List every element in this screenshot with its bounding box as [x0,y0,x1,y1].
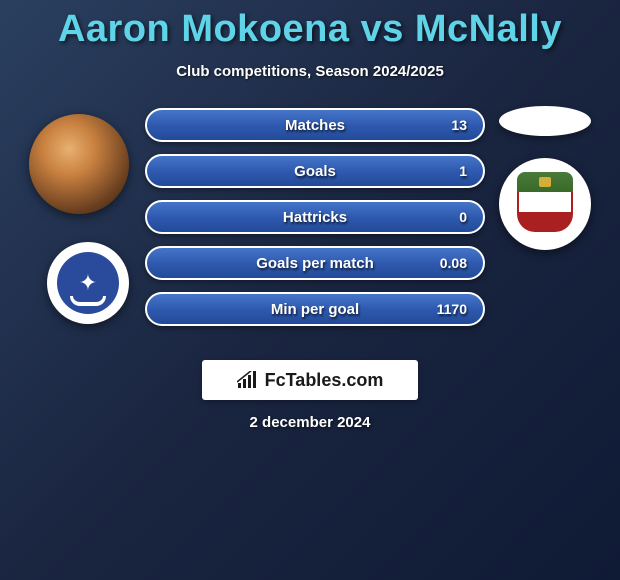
main-content: ✦ Matches 13 Goals 1 Hattricks 0 Goals p… [0,108,620,338]
player-right-club-logo [499,158,591,250]
stat-label: Min per goal [271,301,359,318]
stat-label: Goals per match [256,255,374,272]
stat-value-right: 0 [459,209,467,225]
stat-row-goals: Goals 1 [145,154,485,188]
stat-label: Matches [285,117,345,134]
crescent-icon [70,296,106,306]
player-left-avatar [29,114,129,214]
stat-row-hattricks: Hattricks 0 [145,200,485,234]
portsmouth-badge-icon: ✦ [57,252,119,314]
brand-label: FcTables.com [265,370,384,391]
stats-column: Matches 13 Goals 1 Hattricks 0 Goals per… [145,108,485,326]
right-player-column [495,108,595,338]
page-subtitle: Club competitions, Season 2024/2025 [0,63,620,80]
stat-value-right: 0.08 [440,255,467,271]
player-left-club-logo: ✦ [47,242,129,324]
brand-badge: FcTables.com [202,360,418,400]
star-icon: ✦ [79,270,97,296]
footer: FcTables.com 2 december 2024 [0,360,620,431]
stat-value-right: 1 [459,163,467,179]
stat-label: Hattricks [283,209,347,226]
stat-label: Goals [294,163,336,180]
bar-chart-icon [237,371,259,389]
stat-value-right: 1170 [437,301,467,317]
player-right-avatar-placeholder [499,106,591,136]
stat-row-goals-per-match: Goals per match 0.08 [145,246,485,280]
left-player-column: ✦ [25,108,135,338]
stat-row-matches: Matches 13 [145,108,485,142]
page-title: Aaron Mokoena vs McNally [0,8,620,51]
stat-row-min-per-goal: Min per goal 1170 [145,292,485,326]
stat-value-right: 13 [451,117,467,133]
snapshot-date: 2 december 2024 [250,414,371,431]
comparison-card: Aaron Mokoena vs McNally Club competitio… [0,0,620,431]
bristol-city-badge-icon [517,172,573,236]
